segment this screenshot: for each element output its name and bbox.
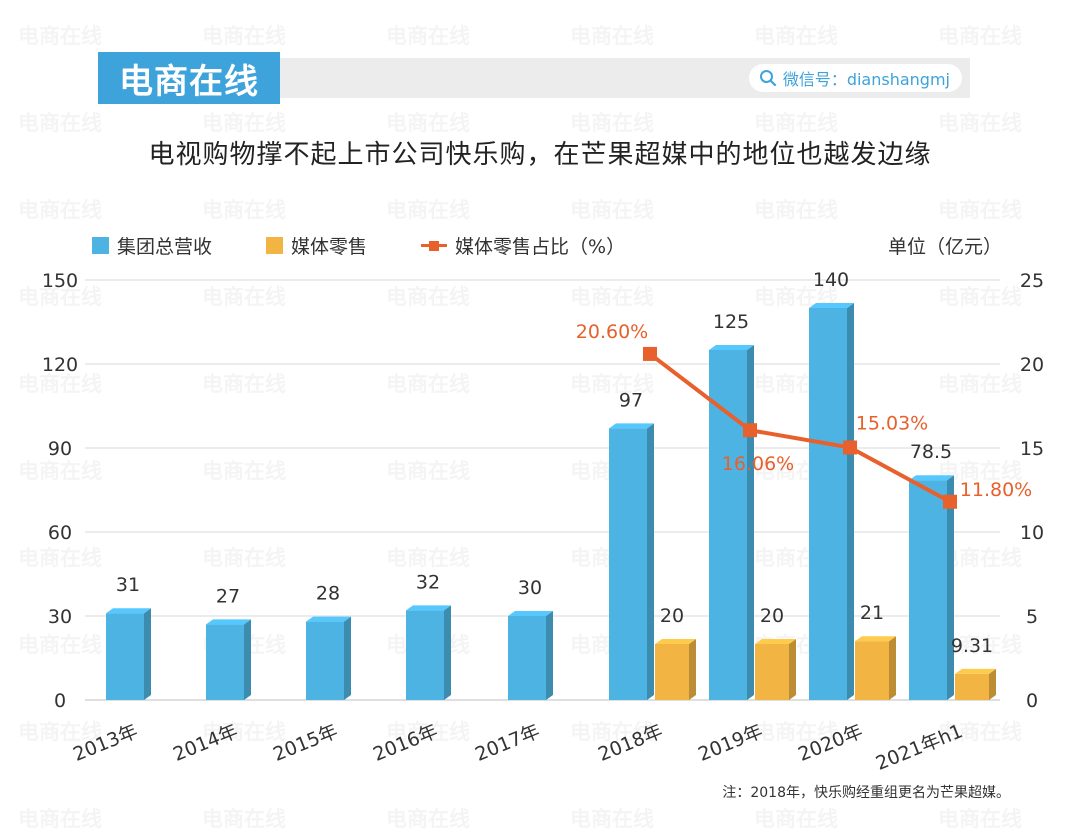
bar-total — [609, 423, 654, 700]
data-label-total: 78.5 — [910, 441, 952, 463]
x-tick-label: 2015年 — [270, 720, 341, 766]
chart-title: 电视购物撑不起上市公司快乐购，在芒果超媒中的地位也越发边缘 — [148, 140, 932, 170]
legend-label-share: 媒体零售占比（%） — [455, 236, 626, 258]
legend: 集团总营收 媒体零售 媒体零售占比（%） — [92, 232, 679, 259]
bar-total — [709, 345, 754, 700]
x-tick-label: 2013年 — [70, 720, 141, 766]
data-label-total: 32 — [416, 571, 440, 593]
data-label-share: 16.06% — [722, 453, 794, 475]
data-label-total: 28 — [316, 583, 340, 605]
legend-item-share: 媒体零售占比（%） — [421, 232, 625, 259]
bar-total — [106, 608, 151, 700]
legend-swatch-share — [421, 237, 448, 254]
line-marker-share — [643, 346, 657, 361]
x-tick-label: 2021年h1 — [873, 720, 966, 775]
data-label-retail: 20 — [760, 605, 784, 627]
x-tick-label: 2020年 — [795, 720, 866, 766]
data-label-retail: 9.31 — [951, 635, 993, 657]
y-tick-label-right: 25 — [1020, 270, 1044, 292]
unit-label: 单位（亿元） — [887, 236, 1002, 258]
bar-total — [306, 616, 351, 700]
data-label-retail: 21 — [860, 602, 884, 624]
x-tick-label: 2016年 — [370, 720, 441, 766]
y-tick-label-left: 90 — [48, 438, 72, 460]
data-label-total: 125 — [713, 311, 749, 333]
x-tick-label: 2018年 — [595, 720, 666, 766]
y-tick-label-right: 20 — [1020, 354, 1044, 376]
data-label-total: 30 — [518, 577, 542, 599]
bar-retail — [855, 636, 896, 700]
wechat-id-pill: 微信号：dianshangmj — [748, 64, 962, 92]
line-marker-share — [743, 423, 757, 438]
data-label-retail: 20 — [660, 605, 684, 627]
legend-item-retail: 媒体零售 — [266, 232, 367, 259]
footnote: 注：2018年，快乐购经重组更名为芒果超媒。 — [722, 785, 1010, 801]
bar-retail — [755, 639, 796, 700]
y-tick-label-right: 0 — [1026, 690, 1038, 712]
data-label-total: 140 — [813, 269, 849, 291]
y-tick-label-right: 15 — [1020, 438, 1044, 460]
y-tick-label-left: 0 — [54, 690, 66, 712]
bar-total — [206, 619, 251, 700]
y-tick-label-right: 5 — [1026, 606, 1038, 628]
bar-retail — [655, 639, 696, 700]
bar-total — [406, 605, 451, 700]
bar-total — [909, 475, 954, 700]
y-tick-label-right: 10 — [1020, 522, 1044, 544]
line-marker-share — [843, 440, 857, 455]
search-icon — [759, 69, 777, 87]
data-label-total: 97 — [619, 389, 643, 411]
legend-label-total: 集团总营收 — [117, 236, 213, 258]
legend-item-total: 集团总营收 — [92, 232, 212, 259]
y-tick-label-left: 60 — [48, 522, 72, 544]
legend-label-retail: 媒体零售 — [291, 236, 368, 258]
data-label-share: 11.80% — [960, 479, 1032, 501]
bar-total — [809, 303, 854, 700]
y-tick-label-left: 30 — [48, 606, 72, 628]
bar-retail — [955, 668, 996, 700]
y-tick-label-left: 120 — [42, 354, 78, 376]
bar-total — [508, 611, 553, 700]
brand-logo: 电商在线 — [98, 52, 280, 104]
line-marker-share — [943, 494, 957, 509]
data-label-share: 15.03% — [856, 412, 928, 434]
chart-plot: 0 30 60 90 120 150 0 5 10 15 20 25 31 27 28 32 30 97 20 125… — [42, 269, 1044, 775]
y-tick-label-left: 150 — [42, 270, 78, 292]
data-label-share: 20.60% — [576, 321, 648, 343]
series-line-share — [648, 352, 951, 504]
x-tick-label: 2019年 — [695, 720, 766, 766]
legend-swatch-total — [92, 237, 109, 254]
data-label-total: 27 — [216, 585, 240, 607]
legend-swatch-retail — [266, 237, 284, 254]
x-tick-label: 2017年 — [472, 720, 543, 766]
x-tick-label: 2014年 — [170, 720, 241, 766]
data-label-total: 31 — [116, 574, 140, 596]
wechat-id-text: 微信号：dianshangmj — [782, 70, 950, 89]
